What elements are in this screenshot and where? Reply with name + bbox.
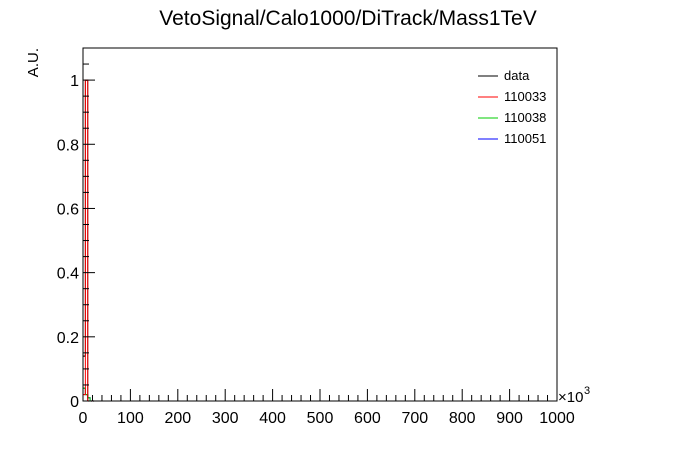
x-multiplier-base: ×10 xyxy=(558,389,583,406)
legend-label: data xyxy=(504,68,530,83)
chart-title: VetoSignal/Calo1000/DiTrack/Mass1TeV xyxy=(159,7,536,30)
data-point xyxy=(83,355,85,357)
data-point xyxy=(83,393,85,396)
x-tick-label: 200 xyxy=(164,410,191,427)
legend-item: 110033 xyxy=(478,89,546,104)
x-tick-label: 300 xyxy=(212,410,239,427)
x-axis-multiplier: ×10 3 xyxy=(558,385,590,406)
x-tick-label: 400 xyxy=(259,410,286,427)
data-point xyxy=(88,397,90,399)
legend-item: 110038 xyxy=(478,110,546,125)
y-axis-label: A.U. xyxy=(25,48,42,77)
y-tick-label: 0.2 xyxy=(57,330,79,347)
y-tick-label: 0.8 xyxy=(57,137,79,154)
legend-item: data xyxy=(478,68,530,83)
x-tick-label: 1000 xyxy=(539,410,575,427)
legend-label: 110051 xyxy=(504,131,546,146)
x-multiplier-exponent: 3 xyxy=(584,385,590,397)
x-tick-label: 800 xyxy=(449,410,476,427)
x-tick-label: 900 xyxy=(496,410,523,427)
y-axis-ticks: 0 0.2 0.4 0.6 0.8 1 xyxy=(57,47,95,411)
x-tick-label: 0 xyxy=(79,410,88,427)
y-tick-label: 0 xyxy=(70,394,79,411)
x-tick-label: 100 xyxy=(117,410,144,427)
plot-frame xyxy=(82,47,558,402)
legend-label: 110033 xyxy=(504,89,546,104)
legend-label: 110038 xyxy=(504,110,546,125)
x-tick-label: 500 xyxy=(307,410,334,427)
x-tick-label: 700 xyxy=(401,410,428,427)
x-axis-ticks: 0 100 200 300 400 500 600 700 800 900 1000 xyxy=(79,389,575,427)
x-tick-label: 600 xyxy=(354,410,381,427)
data-point xyxy=(85,393,88,396)
y-tick-label: 0.4 xyxy=(57,266,79,283)
legend-item: 110051 xyxy=(478,131,546,146)
y-tick-label: 0.6 xyxy=(57,201,79,218)
data-point xyxy=(83,387,85,389)
legend: data 110033 110038 110051 xyxy=(478,68,546,146)
y-tick-label: 1 xyxy=(70,73,79,90)
